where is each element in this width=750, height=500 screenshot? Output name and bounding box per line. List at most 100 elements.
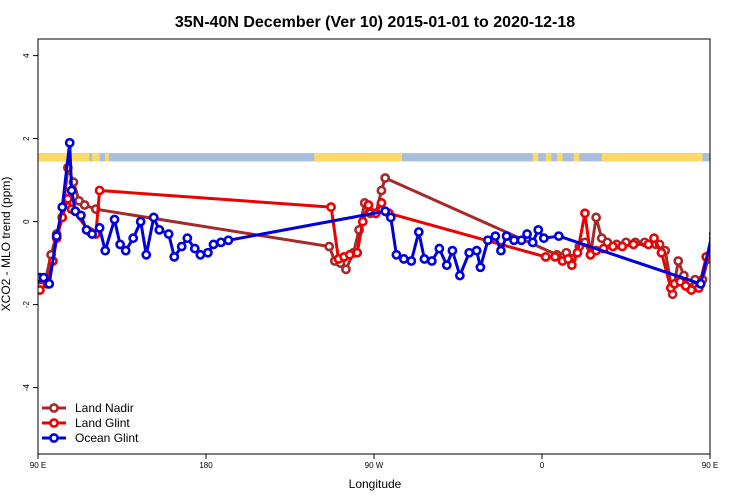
y-tick-label-1: -2 — [22, 300, 31, 308]
y-axis: -4 -2 0 2 4 — [22, 53, 38, 391]
ocean-glint-point-14 — [115, 239, 126, 250]
ocean-glint-point-55 — [538, 233, 549, 244]
land-segment-0 — [38, 153, 90, 162]
land-glint-point-16 — [363, 200, 374, 210]
land-glint-point-18 — [376, 198, 387, 208]
land-glint-point-40 — [686, 285, 697, 295]
legend-label-ocean-glint: Ocean Glint — [75, 431, 139, 445]
ocean-glint-point-30 — [223, 235, 234, 246]
ocean-glint-point-21 — [163, 229, 174, 239]
ocean-glint-point-19 — [148, 212, 159, 223]
ocean-glint-point-12 — [100, 245, 111, 256]
land-glint-point-31 — [617, 241, 628, 252]
ocean-glint-point-13 — [109, 214, 120, 225]
land-nadir-point-45 — [716, 214, 723, 221]
land-ocean-mask — [38, 153, 750, 162]
land-glint-point-5 — [62, 193, 73, 204]
ocean-glint-point-48 — [496, 245, 506, 256]
land-glint-point-20 — [540, 251, 551, 262]
land-nadir-point-10 — [324, 241, 335, 252]
ocean-glint-point-57 — [695, 278, 706, 289]
land-glint-point-26 — [580, 208, 590, 219]
land-glint-point-21 — [550, 251, 560, 262]
land-glint-point-9 — [94, 185, 105, 196]
land-nadir-point-13 — [341, 264, 351, 275]
ocean-glint-point-1 — [38, 272, 49, 283]
ocean-glint-point-50 — [509, 235, 519, 246]
ocean-glint-point-58 — [716, 199, 723, 206]
y-tick-label-3: 2 — [22, 136, 31, 141]
ocean-glint-point-28 — [208, 239, 219, 250]
ocean-glint-point-3 — [51, 231, 62, 242]
land-segment-1 — [92, 153, 100, 162]
ocean-glint-point-23 — [176, 241, 187, 252]
ocean-glint-point-62 — [734, 226, 741, 233]
ocean-glint-point-17 — [135, 216, 146, 227]
ocean-glint-point-51 — [516, 235, 527, 246]
ocean-glint-point-64 — [746, 224, 750, 231]
land-segment-6 — [556, 153, 563, 162]
land-glint-point-46 — [727, 203, 734, 210]
ocean-glint-point-42 — [454, 270, 465, 281]
y-axis-title: XCO2 - MLO trend (ppm) — [0, 177, 13, 312]
ocean-glint-point-43 — [464, 247, 475, 258]
x-tick-label-2: 90 W — [365, 461, 384, 470]
land-glint-point-33 — [643, 239, 654, 250]
ocean-glint-point-2 — [44, 278, 55, 289]
ocean-glint-point-25 — [189, 243, 200, 254]
land-nadir-point-48 — [733, 199, 740, 206]
ocean-glint-point-6 — [66, 185, 77, 196]
land-segment-9 — [710, 153, 750, 161]
ocean-glint-point-20 — [154, 224, 165, 235]
land-segment-3 — [314, 153, 402, 162]
land-glint-point-43 — [708, 235, 710, 242]
ocean-glint-point-56 — [553, 231, 564, 242]
legend-marker-ocean-glint — [49, 433, 59, 443]
land-glint-point-30 — [608, 241, 618, 252]
legend-marker-land-nadir — [49, 403, 59, 413]
land-glint-point-35 — [656, 247, 667, 258]
land-segment-7 — [573, 153, 580, 162]
ocean-glint-point-32 — [385, 212, 396, 223]
y-tick-label-0: -4 — [22, 383, 31, 391]
y-tick-label-2: 0 — [22, 219, 31, 224]
ocean-glint-point-10 — [87, 229, 98, 239]
land-nadir-line — [39, 166, 710, 296]
ocean-glint-point-26 — [195, 249, 206, 260]
land-nadir-point-8 — [79, 200, 90, 210]
ocean-glint-point-52 — [522, 229, 532, 239]
land-glint-point-0 — [38, 285, 45, 295]
land-glint-point-34 — [649, 233, 659, 244]
land-glint-point-14 — [352, 247, 363, 258]
ocean-glint-point-46 — [482, 235, 493, 246]
y-tick-label-4: 4 — [22, 53, 31, 58]
x-tick-label-1: 180 — [199, 461, 213, 470]
legend-marker-land-glint — [49, 418, 59, 428]
land-nadir-point-38 — [673, 256, 684, 266]
ocean-glint-point-53 — [527, 237, 538, 248]
land-nadir-point-46 — [721, 164, 728, 171]
ocean-glint-point-11 — [94, 222, 105, 233]
land-glint-point-32 — [628, 239, 639, 250]
ocean-glint-point-39 — [434, 243, 445, 254]
ocean-glint-point-24 — [182, 233, 193, 244]
ocean-glint-point-38 — [426, 256, 437, 266]
ocean-glint-line — [39, 141, 710, 286]
ocean-glint-point-16 — [128, 233, 139, 244]
ocean-glint-point-22 — [169, 251, 180, 262]
ocean-glint-point-33 — [391, 249, 402, 260]
ocean-glint-point-34 — [398, 254, 409, 264]
x-tick-label-3: 0 — [540, 461, 545, 470]
land-nadir-point-19 — [376, 185, 387, 196]
ocean-glint-point-59 — [723, 139, 730, 146]
land-glint-point-44 — [716, 216, 723, 223]
x-tick-label-4: 90 E — [702, 461, 718, 470]
land-glint-point-25 — [572, 247, 583, 258]
land-nadir-point-44 — [708, 230, 710, 238]
x-tick-label-0: 90 E — [30, 461, 46, 470]
ocean-glint-point-44 — [471, 245, 482, 256]
legend-label-land-glint: Land Glint — [75, 416, 130, 430]
land-nadir-point-20 — [380, 173, 391, 183]
